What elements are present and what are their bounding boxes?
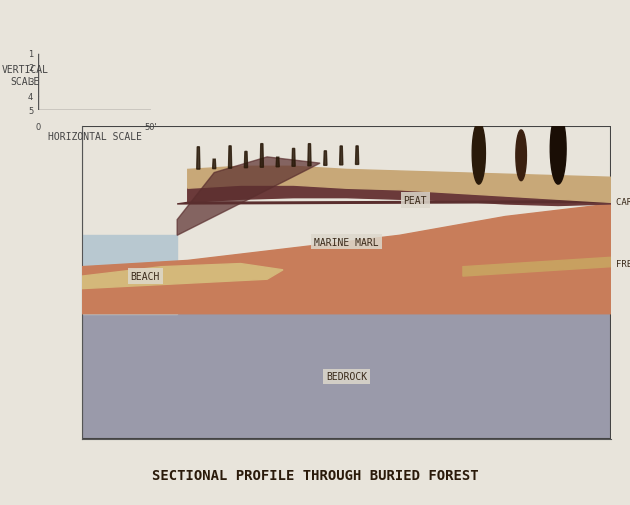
- Polygon shape: [292, 147, 295, 167]
- Polygon shape: [197, 145, 200, 170]
- Polygon shape: [276, 148, 279, 168]
- Polygon shape: [229, 151, 232, 169]
- Polygon shape: [340, 154, 343, 166]
- Polygon shape: [82, 314, 611, 439]
- Text: MARINE MARL: MARINE MARL: [314, 237, 379, 247]
- Polygon shape: [516, 131, 527, 181]
- Polygon shape: [188, 167, 611, 203]
- Polygon shape: [355, 146, 358, 165]
- Polygon shape: [463, 258, 611, 277]
- Text: 3: 3: [28, 78, 33, 87]
- Polygon shape: [472, 123, 486, 185]
- Text: 0: 0: [35, 122, 40, 131]
- Text: BEDROCK: BEDROCK: [326, 372, 367, 382]
- Polygon shape: [308, 151, 311, 167]
- Text: 50': 50': [145, 122, 158, 131]
- Polygon shape: [520, 156, 523, 176]
- Polygon shape: [556, 149, 561, 177]
- Polygon shape: [212, 157, 216, 169]
- Text: HORIZONTAL SCALE: HORIZONTAL SCALE: [47, 131, 142, 141]
- Polygon shape: [260, 157, 263, 168]
- Text: VERTICAL
SCALE: VERTICAL SCALE: [2, 65, 49, 86]
- Text: 5: 5: [28, 107, 33, 116]
- Text: BEACH: BEACH: [130, 272, 160, 281]
- Text: FRESH WATER MARL: FRESH WATER MARL: [616, 260, 630, 269]
- Polygon shape: [477, 154, 481, 178]
- Text: PEAT: PEAT: [404, 196, 427, 206]
- Text: 1: 1: [28, 50, 33, 59]
- Text: 2: 2: [28, 64, 33, 73]
- Polygon shape: [188, 186, 611, 206]
- Polygon shape: [550, 114, 566, 185]
- Text: SECTIONAL PROFILE THROUGH BURIED FOREST: SECTIONAL PROFILE THROUGH BURIED FOREST: [152, 468, 478, 482]
- Polygon shape: [82, 236, 177, 314]
- Polygon shape: [324, 143, 327, 166]
- Polygon shape: [177, 158, 320, 236]
- Polygon shape: [82, 205, 611, 314]
- Polygon shape: [244, 148, 248, 168]
- Text: 4: 4: [28, 92, 33, 102]
- Text: CARBONACEOUS MARL: CARBONACEOUS MARL: [616, 197, 630, 207]
- Polygon shape: [177, 201, 611, 205]
- Polygon shape: [82, 264, 283, 289]
